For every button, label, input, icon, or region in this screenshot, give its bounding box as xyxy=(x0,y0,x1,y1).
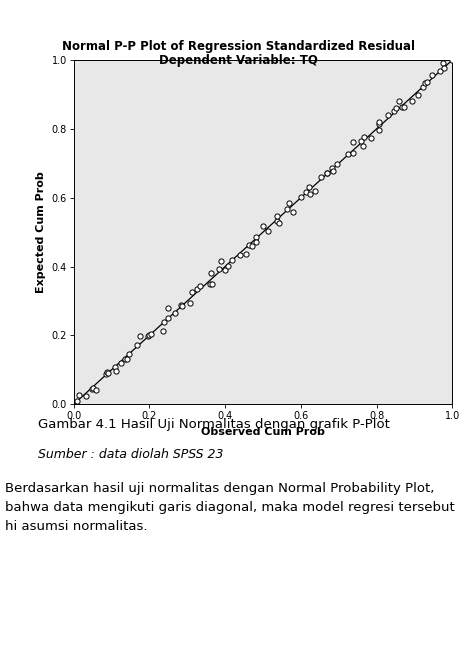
Point xyxy=(193,284,201,295)
Point xyxy=(224,261,232,272)
Point xyxy=(376,124,383,135)
Point xyxy=(133,339,141,350)
Point xyxy=(111,362,119,373)
Point xyxy=(375,118,382,129)
Point xyxy=(423,77,431,88)
Point xyxy=(171,307,179,318)
Point xyxy=(188,287,196,297)
Point xyxy=(400,102,408,112)
Point xyxy=(344,149,351,160)
Point xyxy=(121,354,129,365)
Point xyxy=(297,192,305,202)
Point xyxy=(252,231,259,242)
Point xyxy=(392,103,400,114)
Point xyxy=(218,256,225,267)
Point xyxy=(328,163,336,174)
Point xyxy=(349,148,357,158)
Point xyxy=(360,132,368,143)
Point xyxy=(242,248,250,259)
Point xyxy=(441,63,448,73)
Point xyxy=(311,185,318,196)
Point xyxy=(248,241,256,252)
Point xyxy=(259,220,267,231)
Point xyxy=(178,301,186,311)
Point xyxy=(395,96,403,106)
Point xyxy=(305,182,313,192)
Point xyxy=(408,96,416,106)
Y-axis label: Expected Cum Prob: Expected Cum Prob xyxy=(36,171,46,293)
Point xyxy=(283,204,291,214)
Point xyxy=(390,106,397,117)
Point xyxy=(367,132,375,143)
Point xyxy=(73,395,81,406)
Point xyxy=(253,236,260,247)
Point xyxy=(89,383,97,393)
Point xyxy=(164,313,172,323)
Point xyxy=(420,81,427,92)
Point xyxy=(207,279,214,289)
Point xyxy=(208,268,215,279)
Point xyxy=(273,211,280,222)
Point xyxy=(264,226,272,236)
Point xyxy=(384,110,391,120)
Point xyxy=(102,369,109,379)
Point xyxy=(144,331,152,341)
Point xyxy=(275,218,283,228)
Point xyxy=(92,385,100,395)
Point xyxy=(187,297,194,308)
Point xyxy=(160,317,168,327)
Point xyxy=(123,354,131,365)
Point xyxy=(76,389,83,400)
Point xyxy=(112,366,120,377)
Point xyxy=(222,265,229,276)
Point xyxy=(317,172,325,183)
Point xyxy=(136,331,144,341)
Point xyxy=(306,189,314,200)
Point xyxy=(148,329,155,339)
Point xyxy=(216,264,223,275)
Point xyxy=(376,116,383,127)
Point xyxy=(302,186,310,197)
Point xyxy=(159,325,167,336)
Point xyxy=(104,367,111,378)
Point xyxy=(245,239,253,250)
Point xyxy=(228,255,236,266)
Point xyxy=(82,391,90,401)
Point xyxy=(398,102,406,112)
Point xyxy=(422,77,429,88)
Point xyxy=(448,55,456,66)
Point xyxy=(359,141,367,152)
Point xyxy=(208,279,216,290)
Point xyxy=(117,358,124,369)
Point xyxy=(88,384,96,395)
Text: Dependent Variable: TQ: Dependent Variable: TQ xyxy=(159,53,317,67)
Point xyxy=(286,198,293,208)
Point xyxy=(357,136,365,147)
Point xyxy=(414,90,422,100)
Point xyxy=(165,303,172,313)
Point xyxy=(273,216,280,226)
Point xyxy=(126,349,133,359)
Point xyxy=(333,158,341,169)
Point xyxy=(237,249,244,260)
Text: Gambar 4.1 Hasil Uji Normalitas dengan grafik P-Plot: Gambar 4.1 Hasil Uji Normalitas dengan g… xyxy=(38,418,390,431)
Text: bahwa data mengikuti garis diagonal, maka model regresi tersebut: bahwa data mengikuti garis diagonal, mak… xyxy=(5,501,455,514)
Point xyxy=(428,69,436,80)
Point xyxy=(436,65,444,76)
Text: Sumber : data diolah SPSS 23: Sumber : data diolah SPSS 23 xyxy=(38,448,224,461)
Point xyxy=(196,281,204,291)
X-axis label: Observed Cum Prob: Observed Cum Prob xyxy=(201,427,325,437)
Point xyxy=(104,367,112,378)
Text: Berdasarkan hasil uji normalitas dengan Normal Probability Plot,: Berdasarkan hasil uji normalitas dengan … xyxy=(5,482,434,496)
Point xyxy=(145,329,152,340)
Text: hi asumsi normalitas.: hi asumsi normalitas. xyxy=(5,520,147,533)
Point xyxy=(323,168,331,178)
Point xyxy=(178,300,185,311)
Point xyxy=(439,57,446,68)
Point xyxy=(323,168,331,178)
Point xyxy=(349,137,357,148)
Text: Normal P-P Plot of Regression Standardized Residual: Normal P-P Plot of Regression Standardiz… xyxy=(61,40,415,53)
Point xyxy=(289,206,297,217)
Point xyxy=(329,166,337,176)
